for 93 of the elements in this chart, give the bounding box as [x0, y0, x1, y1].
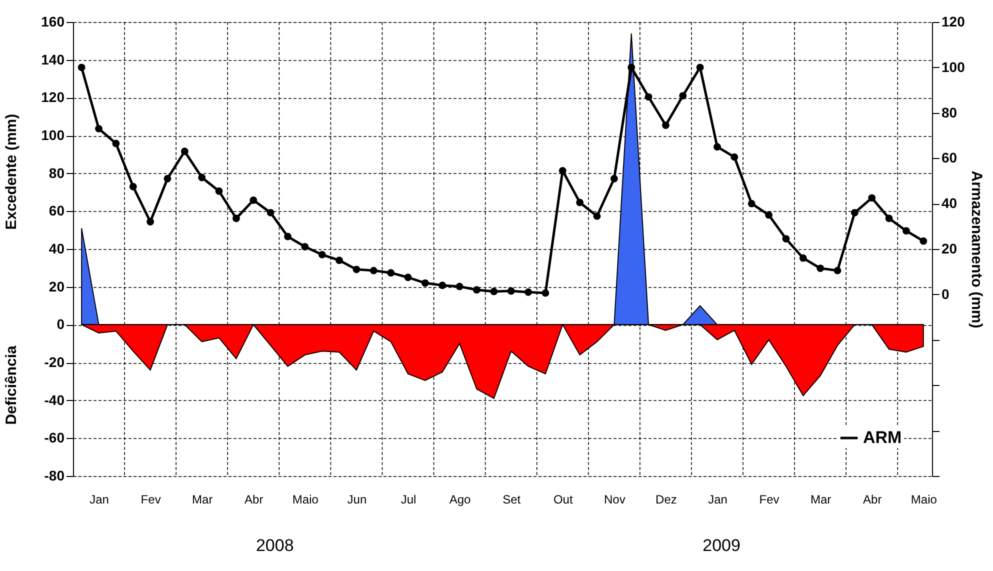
y2-tick-label: 100 — [942, 58, 966, 75]
point — [765, 211, 772, 219]
x-tick-label: Fev — [140, 492, 161, 506]
point — [576, 198, 584, 206]
point — [473, 286, 480, 294]
point — [696, 64, 704, 72]
point — [301, 243, 309, 250]
point — [318, 250, 326, 258]
y2-tick-label: 40 — [942, 195, 958, 212]
point — [404, 274, 412, 282]
y-tick-label: -40 — [44, 392, 65, 408]
point — [799, 254, 807, 262]
y2-tick-label: 120 — [942, 14, 966, 30]
y-tick-label: -60 — [44, 430, 65, 446]
y-tick-label: 80 — [48, 164, 65, 181]
point — [558, 166, 566, 174]
x-tick-label: Jan — [708, 492, 728, 506]
point — [644, 93, 652, 101]
point — [714, 143, 721, 151]
x-tick-label: Nov — [604, 492, 626, 506]
text: 2008 — [256, 536, 294, 555]
point — [730, 153, 738, 161]
x-tick-label: Set — [502, 492, 522, 506]
point — [490, 288, 498, 296]
y-tick-label: 60 — [48, 202, 65, 219]
point — [920, 237, 928, 245]
y-tick-label: 120 — [41, 89, 65, 106]
y2-tick-label: 80 — [942, 104, 958, 120]
point — [834, 266, 842, 274]
point — [112, 140, 120, 148]
y-tick-label: 20 — [48, 278, 65, 294]
point — [542, 289, 550, 297]
text: Deficiência — [3, 344, 20, 425]
x-tick-label: Abr — [244, 492, 264, 506]
point — [352, 266, 360, 274]
point — [902, 227, 910, 235]
point — [610, 174, 618, 182]
y-axis-title: Excedente (mm) — [3, 114, 20, 230]
point — [524, 288, 532, 296]
point — [336, 256, 343, 264]
y-tick-label: 100 — [41, 127, 65, 143]
point — [662, 122, 670, 129]
y-tick-label: -20 — [44, 354, 65, 370]
y2-tick-label: 20 — [942, 240, 958, 256]
point — [456, 282, 464, 290]
point — [164, 174, 172, 182]
y-tick-label: 160 — [41, 14, 65, 30]
y2-tick-label: 60 — [942, 150, 958, 166]
point — [679, 92, 687, 100]
point — [284, 232, 292, 240]
point — [438, 282, 446, 290]
y-tick-label: 140 — [41, 51, 65, 68]
x-tick-label: Ago — [449, 492, 472, 506]
point — [180, 148, 188, 156]
point — [370, 266, 378, 274]
legend-label: ARM — [863, 428, 902, 447]
point — [850, 208, 858, 216]
x-tick-label: Jan — [90, 492, 109, 506]
x-tick-label: Fev — [759, 492, 780, 506]
x-tick-label: Jun — [347, 492, 367, 506]
point — [507, 287, 515, 295]
point — [129, 182, 137, 190]
point — [250, 196, 258, 204]
y-tick-label: 40 — [48, 240, 65, 256]
x-tick-label: Mar — [810, 492, 832, 506]
point — [266, 208, 274, 216]
point — [885, 214, 893, 222]
x-tick-label: Maio — [910, 492, 938, 506]
x-tick-label: Out — [553, 492, 574, 506]
y2-axis-title: Armazenamento (mm) — [968, 170, 985, 328]
point — [628, 64, 636, 72]
point — [421, 279, 429, 287]
x-tick-label: Maio — [292, 492, 319, 506]
point — [593, 212, 601, 220]
x-tick-label: Mar — [192, 492, 213, 506]
text: 2009 — [702, 536, 740, 555]
point — [146, 218, 154, 226]
point — [198, 174, 206, 182]
point — [387, 269, 395, 277]
y-tick-label: -80 — [44, 468, 65, 484]
point — [816, 264, 824, 272]
x-tick-label: Dez — [656, 492, 677, 506]
point — [782, 235, 790, 242]
point — [215, 187, 223, 195]
point — [95, 124, 102, 132]
point — [868, 194, 876, 202]
point — [748, 200, 756, 208]
point — [78, 64, 86, 72]
x-tick-label: Abr — [863, 492, 882, 506]
point — [232, 214, 240, 222]
x-tick-label: Jul — [400, 492, 416, 506]
y2-tick-label: 0 — [942, 286, 950, 302]
y-tick-label: 0 — [56, 316, 65, 332]
